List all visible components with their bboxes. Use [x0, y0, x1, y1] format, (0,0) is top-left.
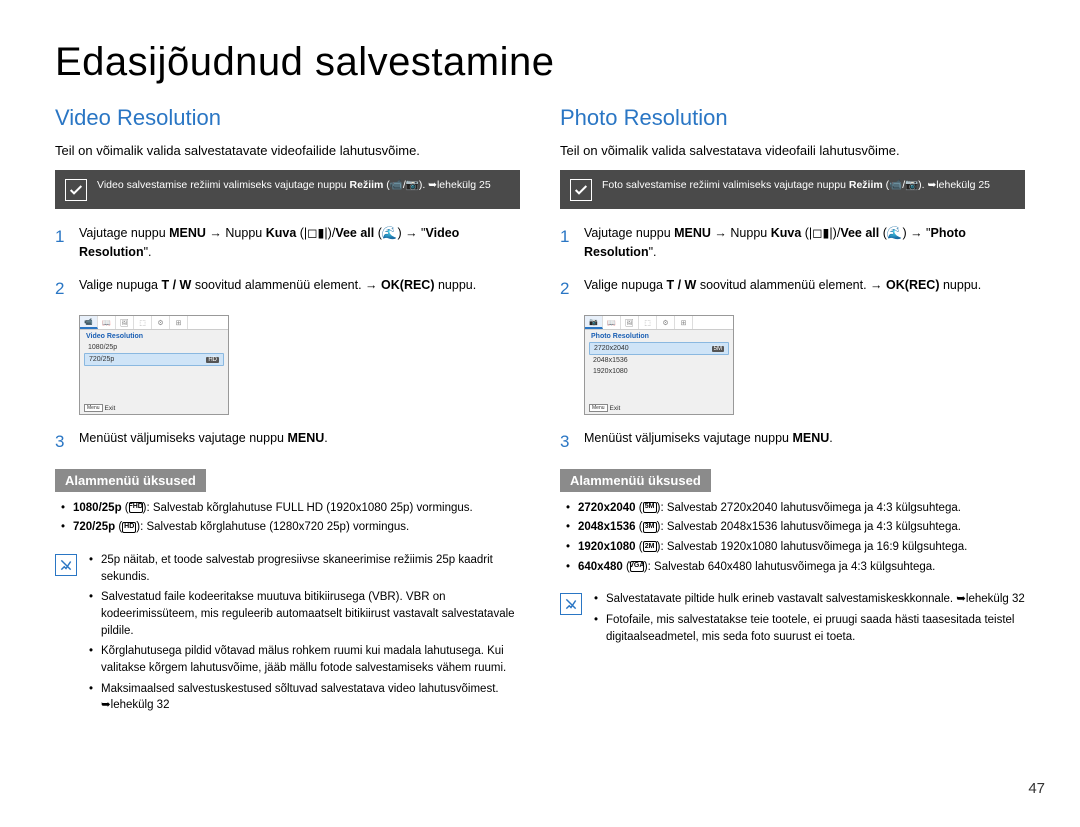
- step-body: Valige nupuga T / W soovitud alammenüü e…: [79, 276, 520, 302]
- step-number: 2: [55, 276, 69, 302]
- menu-screenshot: 📹 📖 🖼 ⬚ ⚙ ⊞ Video Resolution 1080/25p 72…: [79, 315, 520, 415]
- step-1: 1 Vajutage nuppu MENU → Nuppu Kuva (|◻▮|…: [560, 224, 1025, 262]
- columns: Video Resolution Teil on võimalik valida…: [55, 105, 1025, 718]
- step-body: Vajutage nuppu MENU → Nuppu Kuva (|◻▮|)/…: [79, 224, 520, 262]
- res-icon: HD: [122, 522, 136, 533]
- ss-exit: MenuExit: [84, 404, 115, 412]
- video-resolution-section: Video Resolution Teil on võimalik valida…: [55, 105, 520, 718]
- note-text: Video salvestamise režiimi valimiseks va…: [97, 178, 491, 193]
- submenu-item: 1920x1080 (2M): Salvestab 1920x1080 lahu…: [566, 539, 1025, 556]
- ss-tab: ⬚: [134, 316, 152, 329]
- ss-tab-active: 📷: [585, 316, 603, 329]
- info-block: 25p näitab, et toode salvestab progresii…: [55, 552, 520, 718]
- note-text: Foto salvestamise režiimi valimiseks vaj…: [602, 178, 990, 193]
- ss-tab: 📖: [603, 316, 621, 329]
- step-2: 2 Valige nupuga T / W soovitud alammenüü…: [560, 276, 1025, 302]
- info-item: 25p näitab, et toode salvestab progresii…: [89, 552, 520, 585]
- note-icon: [560, 593, 582, 615]
- step-number: 3: [560, 429, 574, 455]
- check-icon: [570, 179, 592, 201]
- submenu-item: 1080/25p (FHD): Salvestab kõrglahutuse F…: [61, 500, 520, 517]
- submenu-item: 720/25p (HD): Salvestab kõrglahutuse (12…: [61, 519, 520, 536]
- ss-option: 1920x1080: [589, 366, 729, 377]
- info-block: Salvestatavate piltide hulk erineb vasta…: [560, 591, 1025, 649]
- page-title: Edasijõudnud salvestamine: [55, 40, 1025, 85]
- submenu-heading: Alammenüü üksused: [55, 469, 206, 492]
- ss-tab: ⊞: [675, 316, 693, 329]
- section-heading: Video Resolution: [55, 105, 520, 131]
- ss-tab-active: 📹: [80, 316, 98, 329]
- step-3: 3 Menüüst väljumiseks vajutage nuppu MEN…: [55, 429, 520, 455]
- ss-tab: 🖼: [116, 316, 134, 329]
- step-2: 2 Valige nupuga T / W soovitud alammenüü…: [55, 276, 520, 302]
- photo-resolution-section: Photo Resolution Teil on võimalik valida…: [560, 105, 1025, 718]
- step-number: 3: [55, 429, 69, 455]
- step-body: Menüüst väljumiseks vajutage nuppu MENU.: [584, 429, 1025, 455]
- section-heading: Photo Resolution: [560, 105, 1025, 131]
- check-icon: [65, 179, 87, 201]
- submenu-heading: Alammenüü üksused: [560, 469, 711, 492]
- info-item: Maksimaalsed salvestuskestused sõltuvad …: [89, 681, 520, 714]
- res-icon: 5M: [643, 502, 657, 513]
- submenu-list: 1080/25p (FHD): Salvestab kõrglahutuse F…: [55, 500, 520, 536]
- info-item: Salvestatud faile kodeeritakse muutuva b…: [89, 589, 520, 639]
- res-icon: 3M: [643, 522, 657, 533]
- info-item: Fotofaile, mis salvestatakse teie tootel…: [594, 612, 1025, 645]
- step-body: Vajutage nuppu MENU → Nuppu Kuva (|◻▮|)/…: [584, 224, 1025, 262]
- ss-tabs: 📷 📖 🖼 ⬚ ⚙ ⊞: [585, 316, 733, 330]
- ss-menu-title: Photo Resolution: [585, 330, 733, 341]
- info-item: Kõrglahutusega pildid võtavad mälus rohk…: [89, 643, 520, 676]
- hd-badge-icon: HD: [206, 357, 219, 363]
- ss-option: 1080/25p: [84, 342, 224, 353]
- submenu-item: 2720x2040 (5M): Salvestab 2720x2040 lahu…: [566, 500, 1025, 517]
- ss-list: 1080/25p 720/25pHD: [80, 341, 228, 367]
- ss-list: 2720x20405M 2048x1536 1920x1080: [585, 341, 733, 378]
- ss-tab: ⚙: [657, 316, 675, 329]
- page-number: 47: [1028, 780, 1045, 797]
- ss-tab: ⬚: [639, 316, 657, 329]
- res-badge-icon: 5M: [712, 346, 724, 352]
- step-body: Valige nupuga T / W soovitud alammenüü e…: [584, 276, 1025, 302]
- menu-screenshot: 📷 📖 🖼 ⬚ ⚙ ⊞ Photo Resolution 2720x20405M…: [584, 315, 1025, 415]
- ss-option-selected: 720/25pHD: [84, 353, 224, 366]
- ss-option: 2048x1536: [589, 355, 729, 366]
- intro-text: Teil on võimalik valida salvestatava vid…: [560, 143, 1025, 158]
- step-number: 2: [560, 276, 574, 302]
- mode-note: Foto salvestamise režiimi valimiseks vaj…: [560, 170, 1025, 209]
- step-number: 1: [560, 224, 574, 262]
- step-1: 1 Vajutage nuppu MENU → Nuppu Kuva (|◻▮|…: [55, 224, 520, 262]
- submenu-list: 2720x2040 (5M): Salvestab 2720x2040 lahu…: [560, 500, 1025, 576]
- ss-option-selected: 2720x20405M: [589, 342, 729, 355]
- submenu-item: 640x480 (VGA): Salvestab 640x480 lahutus…: [566, 559, 1025, 576]
- res-icon: VGA: [630, 561, 644, 572]
- note-icon: [55, 554, 77, 576]
- ss-tabs: 📹 📖 🖼 ⬚ ⚙ ⊞: [80, 316, 228, 330]
- menu-button-icon: Menu: [84, 404, 103, 412]
- intro-text: Teil on võimalik valida salvestatavate v…: [55, 143, 520, 158]
- step-3: 3 Menüüst väljumiseks vajutage nuppu MEN…: [560, 429, 1025, 455]
- menu-button-icon: Menu: [589, 404, 608, 412]
- res-icon: 2M: [643, 541, 657, 552]
- ss-exit: MenuExit: [589, 404, 620, 412]
- ss-tab: ⚙: [152, 316, 170, 329]
- step-number: 1: [55, 224, 69, 262]
- info-list: Salvestatavate piltide hulk erineb vasta…: [594, 591, 1025, 649]
- ss-tab: ⊞: [170, 316, 188, 329]
- res-icon: FHD: [129, 502, 143, 513]
- ss-tab: 📖: [98, 316, 116, 329]
- info-list: 25p näitab, et toode salvestab progresii…: [89, 552, 520, 718]
- step-body: Menüüst väljumiseks vajutage nuppu MENU.: [79, 429, 520, 455]
- submenu-item: 2048x1536 (3M): Salvestab 2048x1536 lahu…: [566, 519, 1025, 536]
- ss-menu-title: Video Resolution: [80, 330, 228, 341]
- info-item: Salvestatavate piltide hulk erineb vasta…: [594, 591, 1025, 608]
- mode-note: Video salvestamise režiimi valimiseks va…: [55, 170, 520, 209]
- ss-tab: 🖼: [621, 316, 639, 329]
